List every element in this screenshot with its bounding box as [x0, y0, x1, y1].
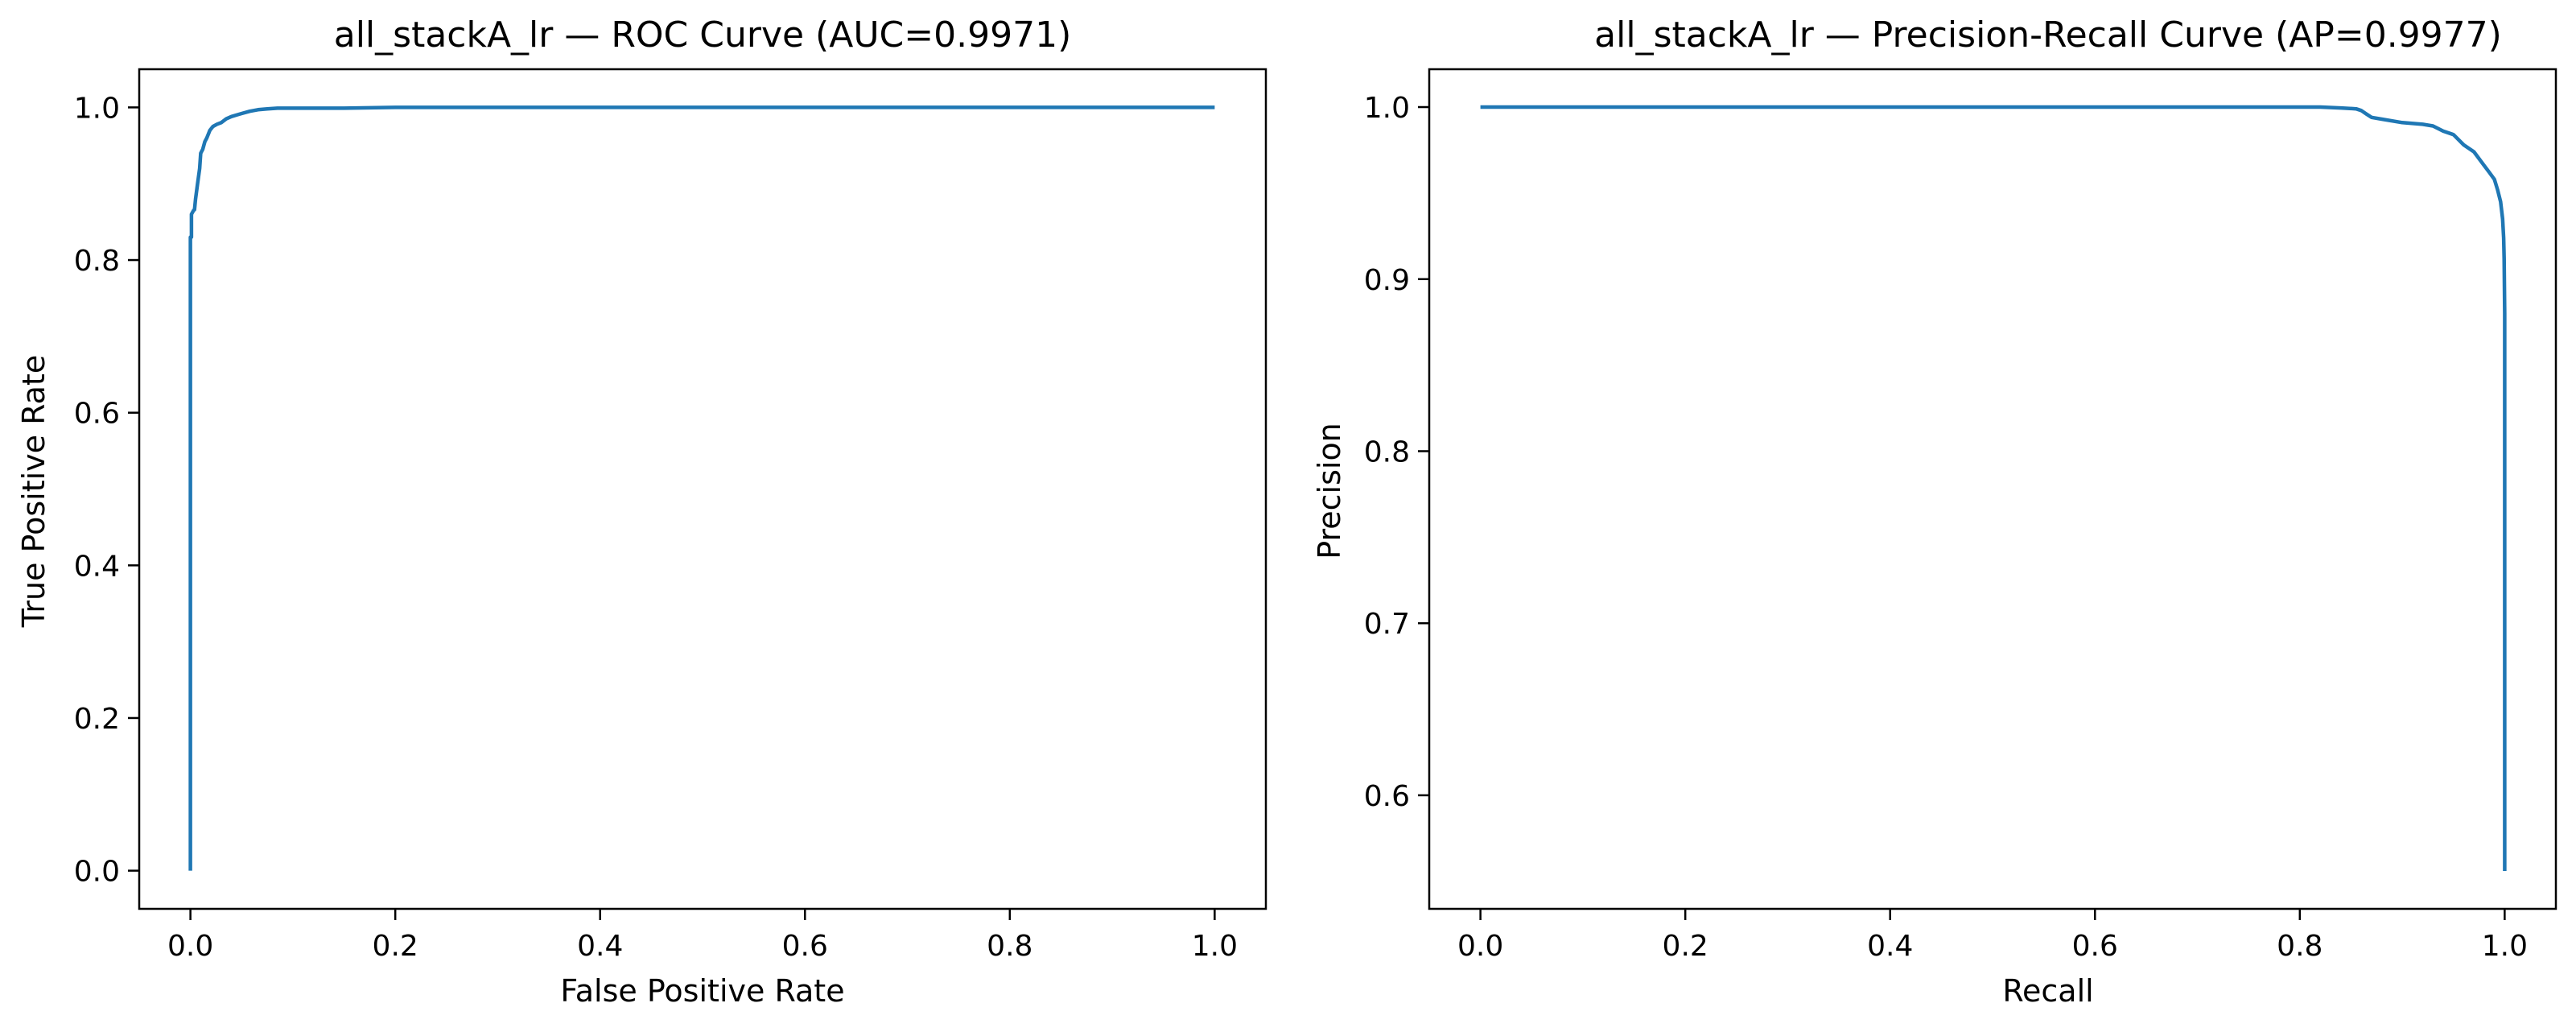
pr-y-tick-label: 1.0	[1364, 92, 1410, 125]
pr-x-axis-label: Recall	[2002, 973, 2093, 1009]
pr-y-tick-label: 0.9	[1364, 264, 1410, 297]
pr-x-tick-label: 0.2	[1663, 930, 1708, 963]
roc-ticks: 0.0 0.2 0.4 0.6 0.8 1.0 0.0 0.2 0.4 0.6 0.8 1.0	[74, 92, 1238, 963]
roc-curve	[188, 105, 1215, 871]
roc-y-tick-label: 0.0	[74, 856, 120, 889]
pr-y-axis-label: Precision	[1312, 423, 1347, 559]
roc-plot-frame	[138, 68, 1267, 910]
pr-plot-frame	[1428, 68, 2557, 910]
pr-chart: all_stackA_lr — Precision-Recall Curve (…	[1312, 14, 2557, 1009]
pr-x-tick-label: 0.8	[2277, 930, 2323, 963]
roc-y-tick-label: 0.8	[74, 245, 120, 278]
roc-y-tick-label: 1.0	[74, 92, 120, 125]
pr-curve	[1480, 105, 2507, 871]
roc-title: all_stackA_lr — ROC Curve (AUC=0.9971)	[334, 14, 1072, 56]
pr-ticks: 0.0 0.2 0.4 0.6 0.8 1.0 0.6 0.7 0.8 0.9 1.0	[1364, 92, 2528, 963]
pr-x-tick-label: 0.6	[2072, 930, 2118, 963]
pr-title: all_stackA_lr — Precision-Recall Curve (…	[1594, 14, 2502, 56]
roc-x-axis-label: False Positive Rate	[560, 973, 844, 1009]
pr-y-tick-label: 0.7	[1364, 608, 1410, 641]
roc-chart: all_stackA_lr — ROC Curve (AUC=0.9971) F…	[16, 14, 1267, 1009]
pr-x-tick-label: 0.4	[1867, 930, 1913, 963]
pr-y-tick-label: 0.8	[1364, 436, 1410, 469]
roc-y-tick-label: 0.4	[74, 550, 120, 583]
pr-y-tick-label: 0.6	[1364, 780, 1410, 813]
roc-x-tick-label: 0.8	[987, 930, 1032, 963]
roc-y-axis-label: True Positive Rate	[16, 355, 52, 629]
roc-x-tick-label: 0.4	[577, 930, 623, 963]
roc-x-tick-label: 1.0	[1192, 930, 1238, 963]
roc-x-tick-label: 0.2	[373, 930, 418, 963]
roc-y-tick-label: 0.6	[74, 398, 120, 431]
pr-x-tick-label: 1.0	[2482, 930, 2528, 963]
pr-x-tick-label: 0.0	[1457, 930, 1503, 963]
roc-x-tick-label: 0.0	[167, 930, 213, 963]
roc-y-tick-label: 0.2	[74, 703, 120, 736]
roc-x-tick-label: 0.6	[782, 930, 828, 963]
